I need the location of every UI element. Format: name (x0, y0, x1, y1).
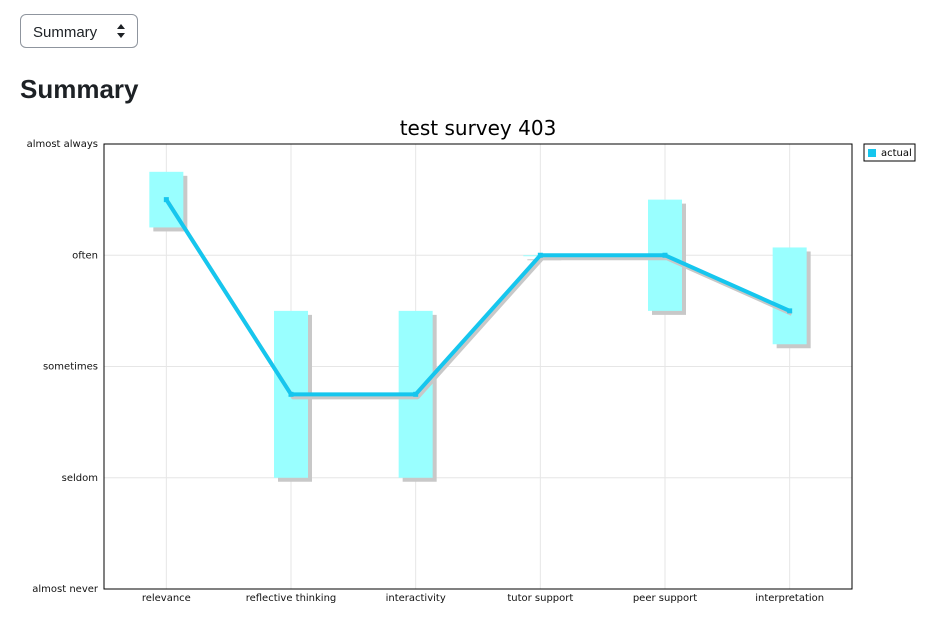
x-tick-label: interpretation (755, 593, 824, 604)
range-box (772, 247, 807, 345)
x-tick-label: reflective thinking (246, 593, 337, 604)
legend: actual (863, 143, 916, 162)
plot-frame (103, 143, 853, 590)
x-tick-label: tutor support (507, 593, 573, 604)
series-line-shadow (166, 201, 793, 400)
y-tick-label: seldom (62, 473, 98, 484)
y-tick-label: sometimes (43, 362, 98, 373)
legend-swatch-actual (868, 149, 876, 157)
y-tick-label: almost never (32, 584, 99, 595)
chart-title: test survey 403 (400, 116, 557, 140)
page-title: Summary (20, 74, 139, 104)
legend-label-actual: actual (881, 148, 912, 159)
line-layer (163, 197, 793, 397)
series-point-actual (413, 391, 419, 397)
series-point-actual (662, 252, 668, 258)
x-axis-labels: relevance reflective thinking interactivit… (142, 593, 824, 604)
line-shadow-layer (166, 201, 793, 400)
series-point-actual (163, 197, 169, 203)
select-arrows-icon (117, 24, 125, 38)
x-tick-label: peer support (633, 593, 697, 604)
x-tick-label: interactivity (386, 593, 446, 604)
y-tick-label: almost always (27, 139, 98, 150)
y-tick-label: often (72, 250, 98, 261)
series-point-actual (288, 391, 294, 397)
legend-box (863, 143, 916, 162)
grid-layer (104, 144, 852, 589)
view-select-value: Summary (33, 24, 98, 41)
series-point-actual (537, 252, 543, 258)
series-point-actual (787, 308, 793, 314)
x-tick-label: relevance (142, 593, 191, 604)
view-select[interactable]: Summary (20, 14, 138, 48)
series-line-actual (164, 198, 791, 397)
y-axis-labels: almost never seldom sometimes often almost a… (27, 139, 99, 595)
range-shadow-layer (153, 175, 811, 482)
